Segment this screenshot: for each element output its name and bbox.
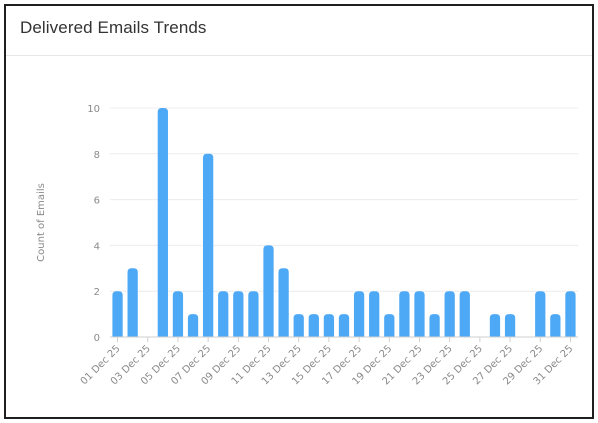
y-axis-title: Count of Emails (36, 183, 47, 262)
bar-07-dec-25[interactable] (202, 153, 214, 337)
bar-22-dec-25[interactable] (429, 314, 440, 337)
y-tick-label: 8 (94, 150, 100, 161)
bar-27-dec-25[interactable] (504, 314, 516, 337)
delivered-emails-card: Delivered Emails Trends (4, 4, 594, 419)
bar-08-dec-25[interactable] (218, 291, 229, 337)
bar-18-dec-25[interactable] (369, 291, 380, 337)
bar-16-dec-25[interactable] (338, 314, 350, 337)
bar-09-dec-25[interactable] (233, 291, 244, 337)
bar-17-dec-25[interactable] (353, 291, 365, 337)
bar-15-dec-25[interactable] (323, 314, 335, 337)
bar-05-dec-25[interactable] (172, 291, 184, 337)
bar-01-dec-25[interactable] (112, 291, 123, 337)
y-tick-label: 10 (87, 104, 100, 115)
bar-12-dec-25[interactable] (278, 268, 289, 337)
bar-20-dec-25[interactable] (399, 291, 410, 337)
bar-04-dec-25[interactable] (157, 108, 168, 337)
y-tick-label: 0 (94, 333, 100, 344)
y-tick-label: 2 (94, 287, 100, 298)
bars (112, 108, 576, 337)
bar-10-dec-25[interactable] (248, 291, 259, 337)
bar-14-dec-25[interactable] (308, 314, 319, 337)
card-header: Delivered Emails Trends (6, 6, 592, 56)
bar-21-dec-25[interactable] (414, 291, 425, 337)
grid-lines (110, 107, 578, 292)
bar-30-dec-25[interactable] (550, 314, 561, 337)
card-title: Delivered Emails Trends (20, 18, 207, 37)
bar-31-dec-25[interactable] (565, 291, 576, 337)
bar-06-dec-25[interactable] (187, 314, 199, 337)
bar-29-dec-25[interactable] (535, 291, 546, 337)
bar-23-dec-25[interactable] (444, 291, 455, 337)
bar-02-dec-25[interactable] (127, 268, 138, 337)
bar-19-dec-25[interactable] (384, 314, 395, 337)
bar-24-dec-25[interactable] (459, 291, 470, 337)
y-axis-ticks: 0 2 4 6 8 10 (87, 104, 100, 344)
bar-11-dec-25[interactable] (263, 245, 274, 337)
bar-13-dec-25[interactable] (293, 314, 304, 337)
y-tick-label: 6 (94, 196, 100, 207)
y-tick-label: 4 (94, 241, 100, 252)
bar-26-dec-25[interactable] (489, 314, 501, 337)
